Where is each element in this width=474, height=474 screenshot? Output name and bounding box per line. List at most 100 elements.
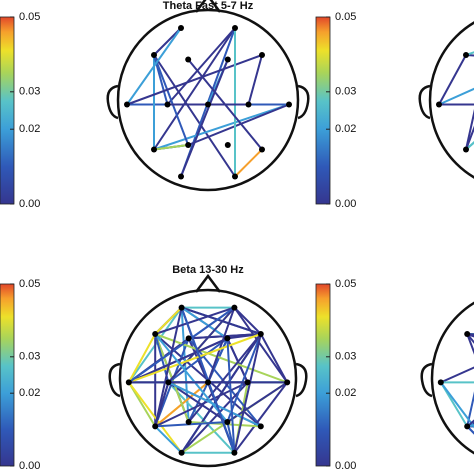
- colorbar-tick-label: 0.03: [335, 351, 356, 363]
- connection: [128, 381, 183, 454]
- connection: [128, 333, 262, 384]
- head-outline: [118, 288, 298, 468]
- electrode: [464, 423, 471, 430]
- connection: [153, 144, 189, 151]
- colorbar: [0, 16, 15, 205]
- colorbar: [315, 283, 331, 467]
- electrode: [284, 379, 291, 386]
- head-outline: [116, 8, 300, 192]
- connection: [180, 381, 249, 454]
- electrode: [259, 146, 265, 153]
- electrode: [165, 379, 172, 386]
- electrode: [464, 331, 471, 337]
- electrode: [437, 379, 444, 386]
- electrode: [224, 56, 231, 63]
- connection: [153, 27, 236, 151]
- connection: [233, 333, 262, 454]
- connection: [247, 54, 263, 105]
- connection: [154, 307, 183, 427]
- ear: [297, 84, 310, 120]
- connection: [154, 306, 183, 335]
- connection: [465, 108, 474, 150]
- connection: [154, 333, 288, 384]
- colorbar-tick-label: 0.02: [335, 387, 356, 399]
- electrode: [185, 335, 192, 342]
- connection: [226, 333, 262, 423]
- head: [108, 273, 308, 468]
- colorbar-tick-label: 0.00: [335, 198, 356, 210]
- connection: [233, 307, 289, 383]
- connection: [181, 306, 262, 335]
- electrode: [185, 142, 192, 148]
- nose: [195, 0, 221, 13]
- ear: [418, 84, 431, 120]
- head-outline: [430, 301, 474, 455]
- connection: [233, 306, 262, 335]
- head-outline: [428, 21, 474, 179]
- head: [420, 301, 474, 455]
- electrode: [151, 52, 157, 58]
- connection: [440, 366, 474, 384]
- panel-title: Beta 13-30 Hz: [172, 264, 244, 276]
- connection: [187, 58, 263, 151]
- electrode: [152, 331, 159, 337]
- colorbar-tick-label: 0.05: [19, 11, 40, 23]
- colorbar-tick-label: 0.00: [335, 460, 356, 472]
- connection: [154, 306, 235, 335]
- connection: [467, 424, 474, 428]
- electrode: [205, 379, 211, 386]
- connection: [155, 421, 228, 428]
- colorbar-tick-label: 0.00: [19, 460, 40, 472]
- electrode: [178, 449, 185, 456]
- electrode: [232, 25, 238, 31]
- connection: [226, 338, 236, 453]
- electrode: [463, 52, 469, 58]
- electrode: [185, 56, 192, 63]
- panel-title: Theta Fast 5-7 Hz: [163, 0, 254, 12]
- electrode: [244, 379, 251, 386]
- connection: [153, 54, 236, 178]
- electrode: [231, 449, 238, 456]
- electrode: [436, 101, 442, 108]
- ear: [420, 362, 433, 398]
- connection: [466, 391, 474, 427]
- electrode: [224, 142, 231, 148]
- connection: [439, 381, 474, 429]
- colorbar-tick-label: 0.02: [19, 123, 40, 135]
- connection: [167, 337, 228, 384]
- head: [418, 21, 474, 179]
- ear: [106, 84, 119, 120]
- connection: [187, 333, 262, 423]
- electrode: [178, 173, 184, 180]
- electrode: [232, 173, 238, 180]
- electrode: [178, 25, 184, 31]
- connection: [167, 381, 236, 454]
- connection: [233, 381, 289, 454]
- connection: [227, 333, 261, 340]
- connection: [126, 27, 182, 106]
- electrode: [245, 101, 252, 108]
- electrode: [152, 423, 159, 430]
- connection: [466, 425, 474, 435]
- connection: [187, 103, 290, 146]
- electrode: [178, 304, 185, 311]
- colorbar-tick-label: 0.03: [335, 86, 356, 98]
- electrode: [224, 419, 231, 425]
- connection: [167, 306, 236, 384]
- electrode: [257, 331, 264, 337]
- connection: [153, 27, 182, 56]
- connection: [167, 381, 262, 428]
- electrode: [205, 101, 211, 108]
- connection: [128, 306, 235, 384]
- colorbar: [315, 16, 331, 205]
- connection: [153, 103, 290, 151]
- nose: [195, 273, 221, 293]
- ear: [108, 362, 121, 398]
- electrode: [286, 101, 292, 108]
- colorbar-tick-label: 0.05: [335, 11, 356, 23]
- connection: [466, 333, 474, 355]
- electrode: [259, 52, 265, 58]
- connection: [166, 27, 236, 106]
- ear: [295, 362, 308, 398]
